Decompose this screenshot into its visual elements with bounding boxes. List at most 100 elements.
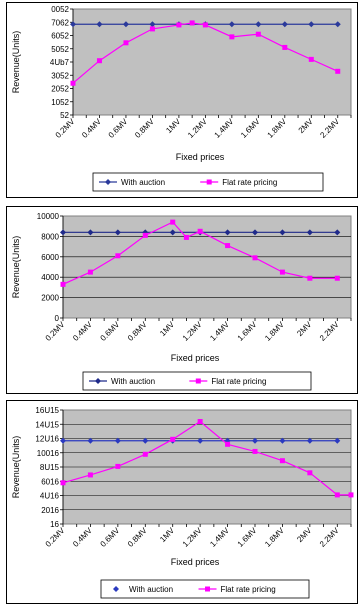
x-tick-label: 1.4MV	[208, 526, 231, 549]
x-tick-label: 2.2MV	[318, 320, 341, 343]
y-tick-label: 2016	[41, 506, 59, 515]
data-point-with-auction	[334, 229, 341, 236]
y-tick-label: 52	[60, 111, 69, 120]
data-point-flat-rate	[183, 234, 189, 240]
plot-area	[62, 215, 352, 319]
data-point-with-auction	[169, 229, 176, 236]
series-line-flat-rate	[62, 221, 338, 285]
data-point-flat-rate	[115, 463, 121, 469]
y-tick-label: 5052	[51, 45, 69, 54]
x-tick-label: 1.6MV	[239, 117, 262, 140]
data-point-flat-rate	[229, 34, 235, 40]
data-point-flat-rate	[87, 472, 93, 478]
data-point-flat-rate	[334, 492, 340, 498]
revenue-chart-3: 16 2016 4U16 6016 8U15 10016 12U16 14U15 16U15 0.…	[11, 406, 354, 599]
legend-marker-with-auction	[113, 586, 119, 592]
data-point-flat-rate	[197, 419, 203, 425]
x-tick-label: 1.8MV	[263, 526, 286, 549]
x-tick-label: 1.4MV	[208, 320, 231, 343]
data-point-flat-rate	[282, 44, 288, 50]
chart-panel-3: 16 2016 4U16 6016 8U15 10016 12U16 14U15 16U15 0.…	[6, 400, 358, 604]
data-point-with-auction	[96, 21, 103, 28]
y-tick-label: 4U16	[40, 492, 60, 501]
x-tick-label: 0.8MV	[133, 117, 156, 140]
y-tick-label: 10016	[37, 449, 60, 458]
data-point-flat-rate	[142, 451, 148, 457]
y-tick-label: 4Ub7	[50, 58, 70, 67]
y-tick-label: 16U15	[35, 406, 59, 415]
x-axis-title: Fixed prices	[176, 152, 225, 162]
x-tick-label: 1MV	[158, 526, 176, 544]
legend-marker-with-auction	[95, 378, 101, 384]
y-tick-label: 4000	[41, 273, 59, 282]
data-point-with-auction	[279, 229, 286, 236]
legend-marker-flat-rate	[206, 179, 212, 185]
y-tick-label: 6000	[41, 253, 59, 262]
data-point-with-auction	[60, 437, 66, 444]
y-axis-title: Revenue(Units)	[11, 31, 21, 94]
data-point-flat-rate	[279, 458, 285, 464]
x-tick-label: 1.8MV	[266, 117, 289, 140]
legend-marker-flat-rate	[205, 586, 211, 592]
data-point-with-auction	[308, 21, 315, 28]
data-point-with-auction	[114, 437, 121, 444]
y-tick-label: 1052	[51, 98, 69, 107]
data-point-with-auction	[252, 437, 258, 444]
x-tick-label: 0.6MV	[99, 320, 122, 343]
x-tick-label: 0.4MV	[71, 320, 94, 343]
legend-label-with-auction: With auction	[129, 585, 173, 594]
y-tick-label: 0	[55, 314, 60, 323]
data-point-with-auction	[228, 21, 235, 28]
legend-label-flat-rate: Flat rate pricing	[211, 377, 266, 386]
data-point-flat-rate	[115, 253, 121, 259]
y-tick-label: 2000	[41, 294, 59, 303]
x-tick-label: 1.6MV	[236, 526, 259, 549]
data-point-with-auction	[60, 229, 66, 236]
revenue-chart-2: 0 2000 4000 6000 8000 10000 0.2MV 0.4MV 0.6MV 0.8…	[11, 212, 352, 391]
x-tick-label: 0.8MV	[126, 320, 149, 343]
data-point-with-auction	[252, 229, 258, 236]
legend-label-with-auction: With auction	[121, 178, 165, 187]
x-tick-label: 2MV	[295, 526, 313, 544]
y-tick-label: 6052	[51, 32, 69, 41]
chart-panel-2: 0 2000 4000 6000 8000 10000 0.2MV 0.4MV 0.6MV 0.8…	[6, 206, 358, 394]
x-tick-label: 1.4MV	[213, 117, 236, 140]
data-point-with-auction	[281, 21, 288, 28]
data-point-with-auction	[114, 229, 121, 236]
legend-marker-with-auction	[105, 179, 111, 185]
data-point-flat-rate	[70, 80, 76, 86]
legend-label-flat-rate: Flat rate pricing	[222, 178, 277, 187]
x-axis-title: Fixed prices	[171, 353, 220, 363]
y-axis-title: Revenue(Units)	[11, 236, 21, 299]
data-point-flat-rate	[202, 22, 208, 28]
x-tick-label: 1MV	[158, 320, 176, 338]
data-point-flat-rate	[308, 56, 314, 62]
data-point-flat-rate	[335, 68, 341, 74]
data-point-flat-rate	[197, 228, 203, 234]
data-point-flat-rate	[334, 275, 340, 281]
x-tick-label: 2MV	[297, 117, 315, 135]
x-tick-label: 0.4MV	[80, 117, 103, 140]
data-point-flat-rate	[176, 22, 182, 28]
x-tick-label: 2.2MV	[318, 117, 341, 140]
data-point-flat-rate	[252, 255, 258, 261]
y-tick-label: 14U15	[35, 420, 59, 429]
data-point-flat-rate	[123, 40, 129, 46]
y-tick-label: 6016	[41, 477, 59, 486]
y-tick-label: 16	[50, 520, 59, 529]
data-point-with-auction	[279, 437, 286, 444]
data-point-flat-rate	[96, 58, 102, 64]
x-tick-label: 1MV	[164, 117, 182, 135]
y-axis-title: Revenue(Units)	[11, 436, 21, 499]
data-point-flat-rate	[255, 31, 261, 37]
x-axis-title: Fixed prices	[171, 557, 220, 567]
y-tick-label: 2052	[51, 85, 69, 94]
y-tick-label: 0052	[51, 5, 69, 14]
data-point-with-auction	[224, 229, 231, 236]
x-tick-label: 1.2MV	[181, 320, 204, 343]
legend-label-with-auction: With auction	[111, 377, 155, 386]
data-point-with-auction	[87, 229, 94, 236]
data-point-with-auction	[197, 437, 204, 444]
x-tick-label: 0.2MV	[54, 117, 77, 140]
